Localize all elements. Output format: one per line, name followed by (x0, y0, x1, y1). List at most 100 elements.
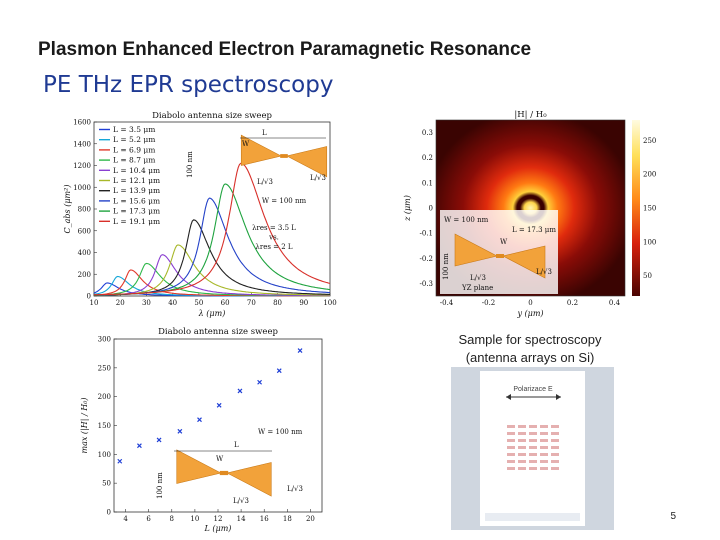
absorption-spectrum-svg: Diabolo antenna size sweep 10 20 30 40 50 60 70… (63, 111, 337, 318)
chart1-xtick-label: 50 (194, 299, 203, 307)
chart3-ylabel: max (|H| / H₀) (80, 398, 89, 454)
antenna-array-cell (507, 467, 515, 470)
chart1-ant-W: W (242, 140, 250, 148)
chart1-xtick-label: 30 (142, 299, 151, 307)
chart1-xtick-label: 10 (90, 299, 99, 307)
antenna-left-wing (176, 449, 222, 484)
chart3-point (237, 388, 243, 394)
chart2-xtick-label: 0 (528, 299, 532, 307)
chart1-annotation: λres = 2 L (255, 243, 293, 251)
chart2-antenna-inset: W = 100 nm L = 17.3 μm W L/√3 L/√3 100 nm YZ p… (440, 210, 558, 294)
chart2-ytick-label: 0 (429, 205, 433, 213)
antenna-array-cell (507, 446, 515, 449)
antenna-array-cell (551, 432, 559, 435)
sample-caption-line1: Sample for spectroscopy (458, 332, 602, 347)
chart3-ant-L3-left: L/√3 (233, 497, 249, 505)
chart3-ytick-label: 200 (98, 393, 111, 401)
antenna-array-cell (540, 439, 548, 442)
antenna-array-cell (518, 453, 526, 456)
chart3-ytick-label: 250 (98, 364, 111, 372)
antenna-array-cell (529, 460, 537, 463)
antenna-array-cell (529, 446, 537, 449)
sample-photo-svg: Polarizace E (480, 371, 585, 526)
antenna-array-cell (529, 439, 537, 442)
antenna-array-cell (529, 467, 537, 470)
antenna-gap (280, 154, 288, 158)
chart1-legend-label: L = 17.3 μm (113, 207, 160, 216)
chart1-series-line (94, 162, 331, 296)
chart2-annot-L3-left: L/√3 (470, 274, 486, 282)
chart1-series-line (94, 254, 330, 297)
chart2-ytick-label: 0.1 (422, 179, 433, 187)
chart3-xtick-label: 16 (260, 515, 269, 523)
chart2-ytick-label: 0.2 (422, 154, 433, 162)
antenna-array-cell (507, 425, 515, 428)
chart1-annotation: λres = 3.5 L (252, 224, 296, 232)
chart1-xtick-label: 70 (247, 299, 256, 307)
chart3-frame (113, 338, 323, 513)
chart3-ant-L: L (234, 441, 239, 449)
chart1-xtick-label: 40 (168, 299, 177, 307)
antenna-array-cell (551, 439, 559, 442)
antenna-array-grid (507, 425, 559, 470)
chart3-point (156, 437, 162, 443)
chart3-xtick-label: 8 (170, 515, 174, 523)
chart1-ant-W100: W = 100 nm (262, 197, 307, 205)
chart2-xtick-label: 0.2 (567, 299, 578, 307)
chart2-ytick-label: 0.3 (422, 129, 433, 137)
chart3-xtick-label: 14 (237, 515, 246, 523)
antenna-array-cell (551, 446, 559, 449)
antenna-array-cell (529, 432, 537, 435)
sample-photo: Polarizace E (451, 367, 614, 530)
chart1-legend-label: L = 10.4 μm (113, 166, 160, 175)
chart2-xtick-label: -0.2 (482, 299, 496, 307)
chart3-point (197, 417, 202, 423)
chart1-legend-label: L = 8.7 μm (113, 156, 155, 165)
chart1-ytick-label: 1600 (73, 119, 91, 127)
antenna-array-cell (518, 467, 526, 470)
antenna-gap (219, 470, 229, 476)
chart1-legend-label: L = 6.9 μm (113, 145, 155, 154)
field-heatmap-chart: |H| / H₀ -0.4 -0.2 0 0.2 0.4 0.3 0.2 0.1 0 -0.1 -0.… (400, 108, 664, 322)
antenna-left-wing (454, 233, 498, 267)
chart3-ant-W: W (216, 455, 224, 463)
chart2-ytick-label: -0.1 (420, 230, 434, 238)
chart3-xtick-label: 10 (190, 515, 199, 523)
heatmap-colorbar (632, 120, 640, 296)
chart1-ytick-label: 400 (78, 249, 91, 257)
enhancement-scatter-svg: Diabolo antenna size sweep 4 6 8 10 12 14 16 18 2… (80, 327, 323, 533)
chart1-legend-label: L = 13.9 μm (113, 186, 160, 195)
chart3-point (216, 402, 222, 408)
chart3-point (297, 348, 303, 353)
chart1-legend-label: L = 19.1 μm (113, 217, 160, 226)
chart1-xtick-label: 20 (116, 299, 125, 307)
colorbar-tick-label: 150 (643, 205, 656, 213)
colorbar-tick-label: 250 (643, 137, 656, 145)
chart1-xtick-label: 80 (273, 299, 282, 307)
chip-footer (485, 513, 580, 521)
chart1-ant-thickness: 100 nm (186, 151, 194, 178)
chart1-xtick-label: 60 (221, 299, 230, 307)
field-heatmap-svg: |H| / H₀ -0.4 -0.2 0 0.2 0.4 0.3 0.2 0.1 0 -0.1 -0.… (403, 110, 656, 318)
antenna-array-cell (507, 460, 515, 463)
antenna-array-cell (518, 432, 526, 435)
chart1-legend-label: L = 15.6 μm (113, 196, 160, 205)
chart1-ytick-label: 1400 (73, 140, 91, 148)
chart3-antenna-inset: W = 100 nm L W L/√3 L/√3 100 nm (156, 428, 303, 505)
chart3-point (257, 379, 263, 385)
antenna-array-cell (540, 467, 548, 470)
antenna-array-cell (507, 439, 515, 442)
chart3-xtick-label: 12 (214, 515, 223, 523)
chart1-frame (93, 121, 331, 297)
chart2-xlabel: y (μm) (516, 309, 543, 318)
chart1-ant-L3-left: L/√3 (257, 178, 273, 186)
chart1-antenna-inset: L W L/√3 L/√3 100 nm W = 100 nm (186, 129, 328, 205)
chart1-title: Diabolo antenna size sweep (152, 111, 272, 121)
antenna-gap (496, 254, 504, 258)
chart2-annot-W: W (500, 238, 508, 246)
antenna-right-wing (286, 146, 328, 178)
chart1-annotation: vs. (268, 234, 279, 242)
page-number: 5 (670, 511, 676, 522)
antenna-array-cell (540, 446, 548, 449)
antenna-array-cell (540, 425, 548, 428)
